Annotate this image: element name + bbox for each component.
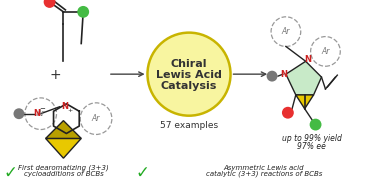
Text: Ar: Ar (282, 27, 290, 36)
Text: cycloadditions of BCBs: cycloadditions of BCBs (23, 171, 103, 177)
Circle shape (266, 71, 277, 82)
Text: −: − (40, 106, 46, 112)
Text: catalytic (3+3) reactions of BCBs: catalytic (3+3) reactions of BCBs (206, 171, 322, 177)
Text: +: + (68, 108, 73, 113)
Text: Catalysis: Catalysis (161, 81, 217, 91)
Text: Asymmetric Lewis acid: Asymmetric Lewis acid (224, 165, 304, 171)
Circle shape (310, 119, 322, 130)
Text: Ar: Ar (92, 114, 100, 123)
Polygon shape (296, 95, 314, 109)
Text: +: + (50, 68, 61, 82)
Text: up to 99% yield: up to 99% yield (282, 134, 342, 143)
Text: Chiral: Chiral (171, 59, 207, 69)
Polygon shape (46, 138, 81, 158)
Text: Ar: Ar (37, 109, 45, 118)
Text: Lewis Acid: Lewis Acid (156, 70, 222, 80)
Polygon shape (286, 61, 322, 95)
Circle shape (282, 107, 294, 119)
Circle shape (43, 0, 56, 8)
Text: N: N (304, 55, 311, 64)
Text: First dearomatizing (3+3): First dearomatizing (3+3) (18, 165, 109, 171)
Text: ✓: ✓ (3, 164, 17, 182)
Circle shape (147, 33, 231, 116)
Text: Ar: Ar (321, 47, 330, 56)
Text: N: N (61, 102, 68, 111)
Circle shape (77, 6, 89, 18)
Text: 57 examples: 57 examples (160, 121, 218, 130)
Circle shape (14, 108, 24, 119)
Polygon shape (46, 121, 81, 138)
Text: 97% ee: 97% ee (297, 142, 326, 151)
Text: ✓: ✓ (136, 164, 149, 182)
Text: N: N (280, 70, 287, 79)
Text: N: N (33, 109, 40, 118)
